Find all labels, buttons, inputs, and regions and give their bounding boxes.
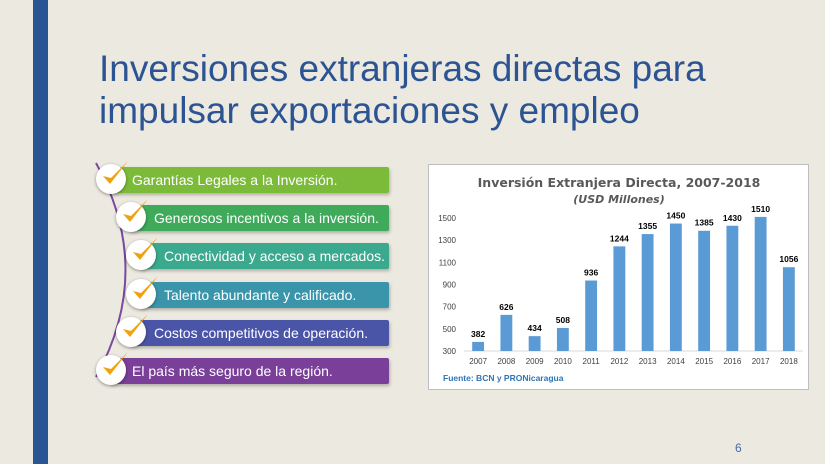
data-label: 626 <box>499 302 513 312</box>
bar-chart: Inversión Extranjera Directa, 2007-2018 (… <box>438 175 803 383</box>
bullet-label: El país más seguro de la región. <box>132 363 333 379</box>
data-label: 936 <box>584 268 598 278</box>
y-tick-label: 1100 <box>439 258 457 267</box>
data-label: 1510 <box>751 204 770 214</box>
x-tick-label: 2018 <box>780 357 798 366</box>
bullet-item-4: Talento abundante y calificado. <box>140 282 389 308</box>
chart-source: Fuente: BCN y PRONicaragua <box>443 373 564 383</box>
y-tick-label: 900 <box>443 281 457 290</box>
x-tick-label: 2010 <box>554 357 572 366</box>
y-tick-label: 300 <box>443 347 457 356</box>
data-label: 1450 <box>666 211 685 221</box>
x-tick-label: 2012 <box>610 357 628 366</box>
bullet-item-6: El país más seguro de la región. <box>110 358 389 384</box>
bar <box>585 280 598 351</box>
title-line-1: Inversiones extranjeras directas para <box>99 48 706 89</box>
x-tick-label: 2014 <box>667 357 685 366</box>
x-tick-label: 2013 <box>639 357 657 366</box>
check-icon <box>116 314 148 347</box>
bullet-item-2: Generosos incentivos a la inversión. <box>130 205 389 231</box>
bar <box>698 230 711 351</box>
check-icon <box>96 161 128 194</box>
bar <box>528 336 541 351</box>
bullet-label: Talento abundante y calificado. <box>164 287 357 303</box>
data-label: 1056 <box>779 254 798 264</box>
slide-title: Inversiones extranjeras directas para im… <box>99 48 789 132</box>
bar <box>782 267 795 351</box>
bullet-label: Conectividad y acceso a mercados. <box>164 248 385 264</box>
x-tick-label: 2008 <box>497 357 515 366</box>
chart-subtitle: (USD Millones) <box>573 193 665 206</box>
title-line-2: impulsar exportaciones y empleo <box>99 90 640 131</box>
bar <box>754 216 767 351</box>
accent-bar <box>33 0 48 464</box>
bar <box>669 223 682 351</box>
bullet-label: Generosos incentivos a la inversión. <box>154 210 379 226</box>
check-icon <box>126 276 158 309</box>
bar <box>556 327 569 351</box>
bullet-label: Costos competitivos de operación. <box>154 325 368 341</box>
page-number: 6 <box>735 441 742 455</box>
bullet-item-5: Costos competitivos de operación. <box>130 320 389 346</box>
check-icon <box>126 237 158 270</box>
data-label: 434 <box>528 323 542 333</box>
chart-title: Inversión Extranjera Directa, 2007-2018 <box>478 175 761 190</box>
data-label: 1385 <box>695 218 714 228</box>
bullet-item-3: Conectividad y acceso a mercados. <box>140 243 389 269</box>
x-tick-label: 2011 <box>583 357 601 366</box>
bar <box>472 341 485 351</box>
data-label: 1430 <box>723 213 742 223</box>
data-label: 1355 <box>638 221 657 231</box>
x-tick-label: 2009 <box>526 357 544 366</box>
chart-container: Inversión Extranjera Directa, 2007-2018 (… <box>428 164 809 390</box>
y-tick-label: 1500 <box>438 214 456 223</box>
x-tick-label: 2007 <box>469 357 487 366</box>
bar <box>500 314 513 351</box>
bullet-item-1: Garantías Legales a la Inversión. <box>110 167 389 193</box>
x-tick-label: 2017 <box>752 357 770 366</box>
x-tick-label: 2015 <box>695 357 713 366</box>
bar <box>641 234 654 351</box>
data-label: 382 <box>471 329 485 339</box>
bullet-label: Garantías Legales a la Inversión. <box>132 172 338 188</box>
x-tick-label: 2016 <box>723 357 741 366</box>
check-icon <box>116 199 148 232</box>
y-tick-label: 500 <box>443 325 457 334</box>
y-tick-label: 1300 <box>438 236 456 245</box>
bar <box>726 225 739 351</box>
check-icon <box>96 352 128 385</box>
bar <box>613 246 626 351</box>
y-tick-label: 700 <box>443 303 457 312</box>
data-label: 1244 <box>610 233 629 243</box>
data-label: 508 <box>556 315 570 325</box>
